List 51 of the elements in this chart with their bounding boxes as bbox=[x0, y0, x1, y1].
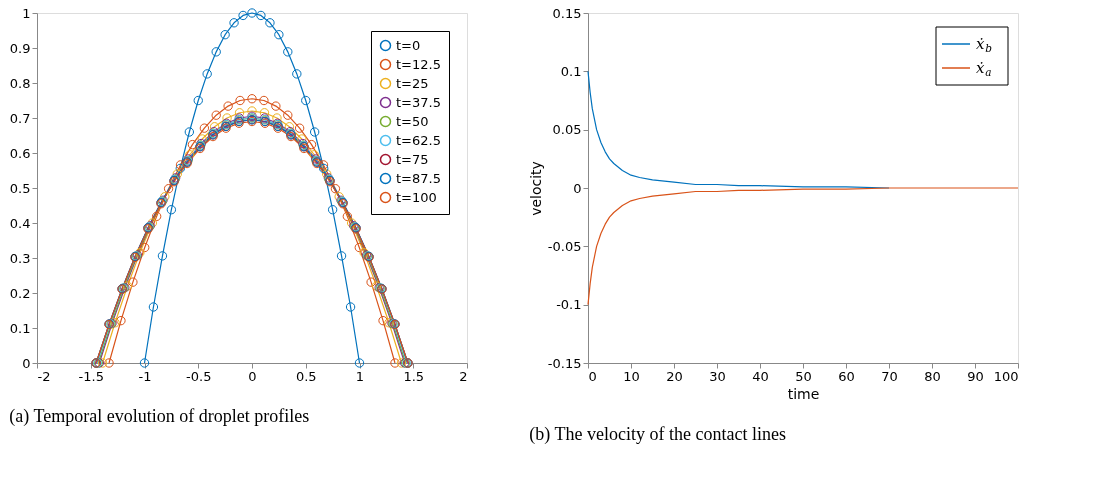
y-tick-label: 0.05 bbox=[552, 122, 582, 138]
legend-label: t=12.5 bbox=[396, 56, 441, 72]
text: (b) The velocity of the contact lines bbox=[529, 424, 786, 445]
y-tick-label: -0.15 bbox=[547, 355, 582, 371]
x-tick-label: 1.5 bbox=[403, 368, 425, 384]
legend-label: t=75 bbox=[396, 151, 429, 167]
y-tick-label: 0.5 bbox=[9, 180, 31, 196]
x-tick-label: 80 bbox=[924, 368, 941, 384]
y-tick-label: 0.15 bbox=[552, 5, 582, 21]
x-tick-label: 30 bbox=[709, 368, 726, 384]
x-tick-label: -1 bbox=[138, 368, 152, 384]
x-tick-label: 90 bbox=[967, 368, 984, 384]
y-tick-label: -0.1 bbox=[556, 297, 582, 313]
y-tick-label: 0.7 bbox=[9, 110, 31, 126]
x-tick-label: 0 bbox=[248, 368, 257, 384]
y-axis-title: velocity bbox=[527, 161, 544, 216]
y-tick-label: 0.1 bbox=[560, 63, 582, 79]
y-tick-label: 0.6 bbox=[9, 145, 31, 161]
legend-label: t=0 bbox=[396, 37, 421, 53]
x-tick-label: 50 bbox=[795, 368, 812, 384]
x-tick-label: 0 bbox=[588, 368, 597, 384]
x-tick-label: 0.5 bbox=[295, 368, 317, 384]
x-tick-label: 2 bbox=[459, 368, 468, 384]
y-tick-label: 1 bbox=[22, 5, 31, 21]
legend-label: t=25 bbox=[396, 75, 429, 91]
x-tick-label: -1.5 bbox=[78, 368, 104, 384]
x-tick-label: 70 bbox=[881, 368, 898, 384]
y-tick-label: 0.3 bbox=[9, 250, 31, 266]
x-tick-label: 60 bbox=[838, 368, 855, 384]
x-tick-label: 1 bbox=[355, 368, 365, 384]
y-tick-label: 0.8 bbox=[9, 75, 31, 91]
y-tick-label: 0 bbox=[22, 355, 31, 371]
legend-label: t=100 bbox=[396, 189, 437, 205]
y-tick-label: 0.9 bbox=[9, 40, 31, 56]
x-axis-title: time bbox=[787, 385, 820, 402]
legend-label: t=50 bbox=[396, 113, 429, 129]
y-tick-label: -0.05 bbox=[547, 238, 582, 254]
x-tick-label: -0.5 bbox=[186, 368, 212, 384]
text: (a) Temporal evolution of droplet profiles bbox=[9, 406, 310, 427]
legend-label: t=37.5 bbox=[396, 94, 441, 110]
legend-label: t=62.5 bbox=[396, 132, 441, 148]
legend-label: t=87.5 bbox=[396, 170, 441, 186]
x-tick-label: 20 bbox=[666, 368, 683, 384]
y-tick-label: 0.1 bbox=[9, 320, 31, 336]
x-tick-label: 100 bbox=[993, 368, 1019, 384]
y-tick-label: 0.2 bbox=[9, 285, 31, 301]
x-tick-label: 40 bbox=[752, 368, 769, 384]
x-tick-label: 10 bbox=[623, 368, 640, 384]
x-tick-label: -2 bbox=[37, 368, 51, 384]
y-tick-label: 0 bbox=[573, 180, 582, 196]
y-tick-label: 0.4 bbox=[9, 215, 31, 231]
